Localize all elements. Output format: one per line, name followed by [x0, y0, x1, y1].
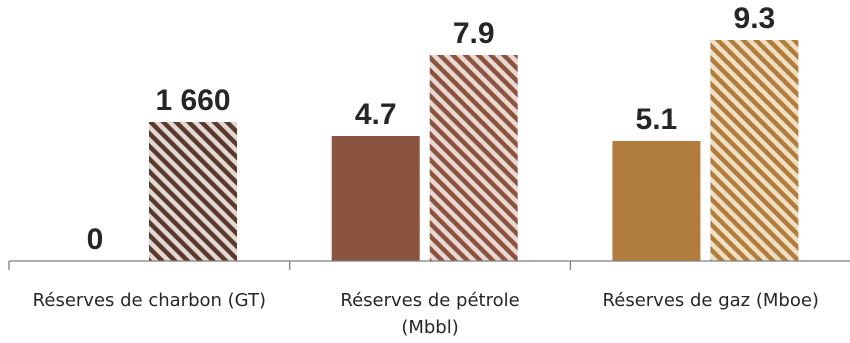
data-label: 5.1	[636, 103, 678, 136]
category-label: (Mbbl)	[401, 317, 458, 338]
bar-charbon-series-2	[149, 122, 237, 261]
data-label: 1 660	[155, 84, 230, 117]
category-label: Réserves de pétrole	[340, 290, 519, 311]
data-label: 7.9	[453, 17, 495, 50]
bar-gaz-series-1	[612, 141, 701, 261]
category-labels-group: Réserves de charbon (GT) Réserves de pétr…	[33, 290, 819, 338]
bars-group	[149, 40, 799, 261]
data-label: 9.3	[734, 2, 776, 35]
bar-petrole-series-1	[331, 136, 420, 261]
category-label: Réserves de gaz (Mboe)	[603, 290, 819, 311]
category-label: Réserves de charbon (GT)	[33, 290, 266, 311]
x-axis	[8, 260, 850, 270]
data-label: 0	[87, 223, 104, 256]
bar-petrole-series-2	[429, 55, 518, 261]
bar-gaz-series-2	[710, 40, 799, 261]
value-labels-group: 0 1 660 4.7 7.9 5.1 9.3	[87, 2, 776, 256]
data-label: 4.7	[355, 98, 397, 131]
